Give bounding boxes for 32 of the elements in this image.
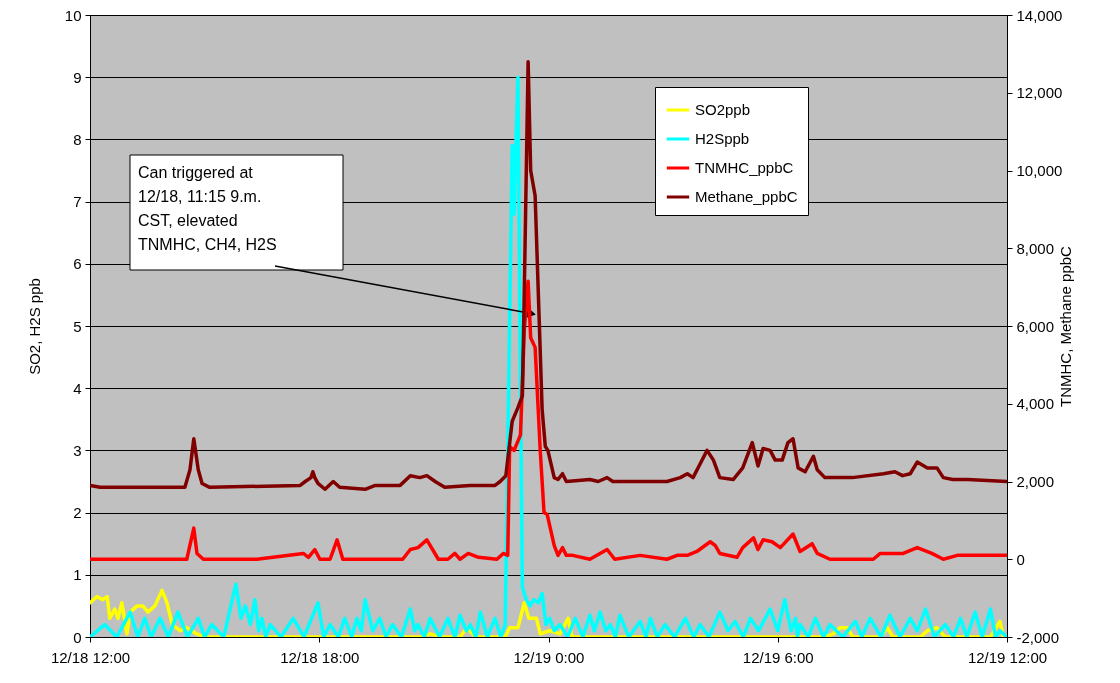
x-tick-label: 12/19 12:00 [967,648,1048,666]
y-tick-label: 7 [73,193,82,211]
y-tick-label: 0 [73,628,82,646]
legend-label: SO2ppb [695,101,751,118]
y2-tick-label: 10,000 [1016,162,1063,179]
y-tick-label: 6 [73,255,82,273]
y-tick-label: 3 [73,441,82,459]
y2-tick-label: 8,000 [1016,239,1055,257]
y2-tick-label: -2,000 [1016,628,1060,646]
y2-tick-label: 0 [1016,550,1025,568]
y-axis-title: SO2, H2S ppb [25,278,43,375]
legend-label: TNMHC_ppbC [695,159,794,176]
annotation: Can triggered at 12/18, 11:15 9.m. CST, elevated TNMHC, CH4, H2S [138,164,277,253]
y2-tick-label: 4,000 [1016,395,1055,413]
y2-axis-title: TNMHC, Methane ppbC [1057,245,1075,407]
y-tick-label: 1 [73,566,82,584]
y-tick-label: 2 [73,504,82,522]
x-tick-label: 12/19 6:00 [742,648,814,666]
y-tick-label: 9 [73,68,82,86]
y2-tick-label: 2,000 [1016,473,1055,490]
y2-tick-label: 14,000 [1016,6,1063,24]
x-tick-label: 12/18 18:00 [280,648,360,666]
y2-tick-label: 6,000 [1016,317,1055,335]
x-tick-label: 12/19 0:00 [513,648,585,666]
y-tick-label: 4 [73,379,82,397]
y-tick-label: 5 [73,317,82,335]
y-tick-label: 8 [73,130,82,148]
legend-label: Methane_ppbC [695,188,798,205]
y2-tick-label: 12,000 [1016,84,1063,102]
legend-label: H2Sppb [695,130,750,147]
y-tick-label: 10 [64,6,82,24]
x-tick-label: 12/18 12:00 [50,648,131,666]
